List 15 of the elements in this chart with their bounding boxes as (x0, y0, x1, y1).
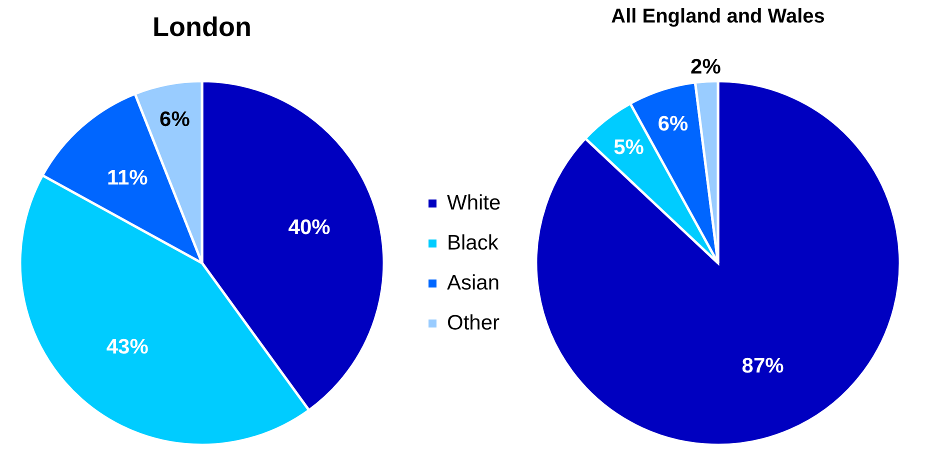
legend-label: White (447, 192, 501, 214)
data-label: 5% (614, 136, 644, 159)
pie-slice (534, 80, 902, 446)
chart-title: All England and Wales (611, 5, 825, 28)
data-label: 40% (288, 216, 331, 240)
data-label: 6% (160, 108, 190, 131)
data-label: 87% (742, 354, 784, 378)
chart-title: London (152, 12, 252, 42)
data-label: 11% (106, 166, 148, 190)
data-label: 43% (106, 336, 149, 359)
legend-label: Black (447, 232, 499, 254)
legend-label: Other (447, 312, 500, 334)
data-label: 6% (658, 112, 689, 136)
legend-label: Asian (447, 272, 500, 294)
data-label: 2% (690, 55, 722, 78)
